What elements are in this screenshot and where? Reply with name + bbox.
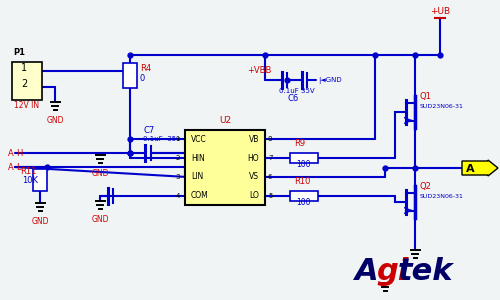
Text: LO: LO xyxy=(249,191,259,200)
Text: 4: 4 xyxy=(176,193,180,199)
Text: Q1: Q1 xyxy=(420,92,432,101)
Text: 100: 100 xyxy=(296,198,310,207)
Text: 0.1uF  35v: 0.1uF 35v xyxy=(143,136,180,142)
Text: tek: tek xyxy=(398,257,454,286)
Bar xyxy=(290,190,318,201)
Text: L: L xyxy=(16,163,20,172)
Text: 7: 7 xyxy=(268,155,272,161)
Bar xyxy=(33,169,47,191)
Text: GND: GND xyxy=(91,169,109,178)
Bar xyxy=(185,130,265,205)
Text: 2: 2 xyxy=(21,79,27,89)
Text: H: H xyxy=(16,148,22,158)
Text: VB: VB xyxy=(248,135,259,144)
Text: 0: 0 xyxy=(140,74,145,83)
Text: gi: gi xyxy=(376,257,408,286)
Text: 10K: 10K xyxy=(22,176,38,185)
Text: 8: 8 xyxy=(268,136,272,142)
Text: GND: GND xyxy=(91,214,109,224)
Text: R4: R4 xyxy=(140,64,151,73)
Text: A: A xyxy=(466,164,474,174)
Text: GND: GND xyxy=(31,217,49,226)
Text: 6: 6 xyxy=(268,174,272,180)
Text: +UB: +UB xyxy=(430,7,450,16)
Text: |◄GND: |◄GND xyxy=(318,76,342,83)
Text: HO: HO xyxy=(248,154,259,163)
Text: A: A xyxy=(8,163,14,172)
Text: C7: C7 xyxy=(143,126,154,135)
Text: U2: U2 xyxy=(219,116,231,125)
Text: R11: R11 xyxy=(20,167,36,176)
Text: 5: 5 xyxy=(268,193,272,199)
Text: 1: 1 xyxy=(176,136,180,142)
Text: R10: R10 xyxy=(294,177,310,186)
Text: A: A xyxy=(355,257,378,286)
FancyArrow shape xyxy=(462,160,498,176)
Text: LIN: LIN xyxy=(191,172,203,182)
Text: 100: 100 xyxy=(296,160,310,169)
Text: COM: COM xyxy=(191,191,209,200)
Text: 12V IN: 12V IN xyxy=(14,101,40,110)
Text: P1: P1 xyxy=(13,48,25,57)
Text: Q2: Q2 xyxy=(420,182,432,191)
Text: C6: C6 xyxy=(287,94,298,103)
Bar xyxy=(12,62,42,100)
Text: VS: VS xyxy=(249,172,259,182)
Text: 2: 2 xyxy=(176,155,180,161)
Text: VCC: VCC xyxy=(191,135,207,144)
Text: +VBB: +VBB xyxy=(247,66,272,75)
Text: 1: 1 xyxy=(21,63,27,73)
Text: SUD23N06-31: SUD23N06-31 xyxy=(420,103,464,109)
Bar xyxy=(123,63,137,88)
Text: 0.1uF 35V: 0.1uF 35V xyxy=(279,88,314,94)
Text: SUD23N06-31: SUD23N06-31 xyxy=(420,194,464,199)
Bar xyxy=(290,153,318,163)
Text: R9: R9 xyxy=(294,139,305,148)
Text: HIN: HIN xyxy=(191,154,205,163)
Text: GND: GND xyxy=(46,116,64,125)
Text: A: A xyxy=(8,148,14,158)
Text: 3: 3 xyxy=(176,174,180,180)
